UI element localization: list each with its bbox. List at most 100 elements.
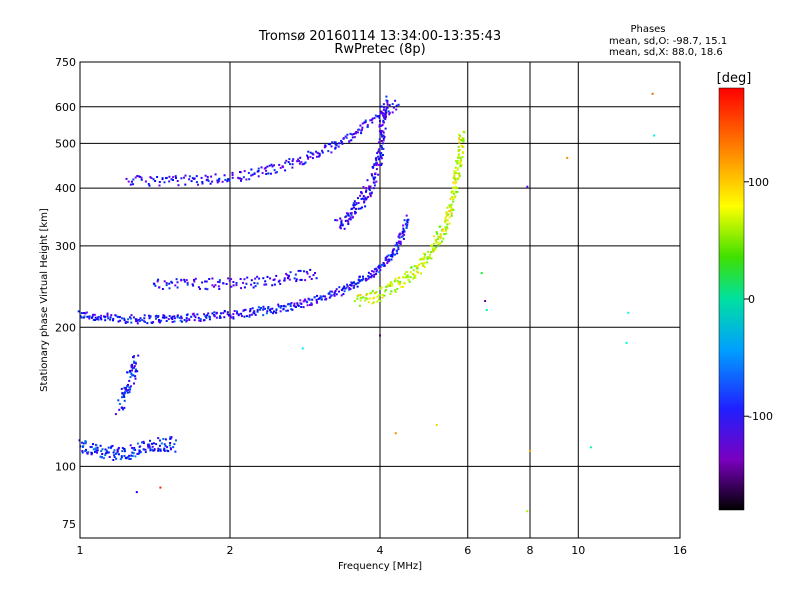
data-point	[104, 454, 107, 457]
data-point	[359, 299, 362, 302]
data-point	[402, 224, 405, 227]
data-point	[126, 371, 129, 374]
data-point	[211, 312, 214, 315]
data-point	[340, 139, 343, 142]
data-point	[134, 176, 137, 179]
data-point	[316, 151, 319, 154]
data-point	[375, 164, 378, 167]
data-point	[432, 250, 435, 253]
data-point	[165, 282, 168, 285]
data-point	[343, 290, 346, 293]
data-point	[171, 281, 174, 284]
data-point	[86, 315, 89, 318]
data-point	[372, 187, 375, 190]
data-point	[157, 447, 160, 450]
data-point	[339, 227, 342, 230]
data-point	[445, 214, 448, 217]
data-point	[168, 444, 171, 447]
data-points	[77, 92, 656, 513]
data-point	[120, 455, 123, 458]
data-point	[168, 180, 171, 183]
data-point	[147, 446, 150, 449]
data-point	[423, 266, 426, 269]
data-point	[429, 253, 432, 256]
data-point	[365, 294, 368, 297]
data-point	[142, 440, 145, 443]
y-tick-label: 500	[55, 137, 76, 150]
data-point	[84, 442, 87, 445]
data-point	[406, 218, 409, 221]
data-point	[240, 315, 243, 317]
data-point	[384, 290, 387, 293]
data-point	[159, 321, 161, 324]
data-point	[103, 315, 105, 318]
data-point	[158, 319, 160, 321]
data-point	[324, 295, 327, 298]
data-point	[248, 178, 251, 181]
data-point	[450, 212, 453, 215]
data-point	[380, 157, 383, 160]
data-point	[306, 304, 309, 307]
data-point	[249, 308, 252, 310]
data-point	[180, 279, 183, 282]
data-point	[133, 361, 136, 364]
data-point	[334, 290, 337, 292]
data-point	[357, 294, 360, 297]
data-point	[216, 280, 219, 283]
data-point	[354, 132, 357, 135]
data-point	[386, 255, 389, 258]
data-point	[81, 450, 84, 452]
data-point	[287, 302, 290, 305]
data-point	[186, 313, 189, 316]
data-point	[338, 286, 341, 289]
data-point	[289, 303, 292, 306]
data-point	[448, 204, 451, 207]
data-point	[368, 276, 371, 279]
data-point	[95, 449, 98, 452]
data-point	[340, 220, 343, 223]
data-point	[231, 171, 234, 174]
data-point	[226, 313, 229, 316]
data-point	[321, 151, 324, 154]
data-point	[368, 292, 371, 295]
data-point	[176, 286, 179, 289]
data-point	[127, 180, 130, 183]
data-point	[404, 272, 406, 275]
data-point	[450, 209, 453, 212]
data-point	[401, 230, 404, 233]
data-point	[402, 229, 405, 232]
data-point	[373, 184, 376, 187]
data-point	[128, 391, 131, 394]
data-point	[129, 388, 132, 391]
data-point	[235, 284, 238, 287]
colorbar-ticks: 100 0 -100	[744, 176, 773, 423]
data-point	[372, 178, 375, 181]
x-axis-label: Frequency [MHz]	[338, 561, 422, 572]
data-point	[121, 392, 124, 395]
data-point	[296, 303, 299, 306]
data-point	[285, 159, 288, 162]
data-point	[529, 450, 531, 452]
data-point	[402, 276, 405, 279]
data-point	[448, 206, 451, 208]
data-point	[439, 233, 442, 236]
data-point	[329, 290, 332, 293]
data-point	[250, 168, 253, 171]
data-point	[317, 298, 320, 300]
data-point	[380, 110, 383, 113]
data-point	[347, 220, 350, 223]
data-point	[95, 444, 98, 447]
data-point	[275, 171, 278, 174]
data-point	[374, 114, 377, 117]
data-point	[124, 387, 127, 390]
data-point	[171, 315, 174, 318]
data-point	[84, 450, 87, 453]
data-point	[366, 298, 369, 300]
data-point	[396, 252, 399, 255]
data-point	[356, 131, 359, 134]
data-point	[175, 278, 178, 281]
data-point	[358, 275, 361, 278]
data-point	[382, 264, 385, 267]
data-point	[380, 129, 383, 132]
data-point	[394, 244, 397, 247]
